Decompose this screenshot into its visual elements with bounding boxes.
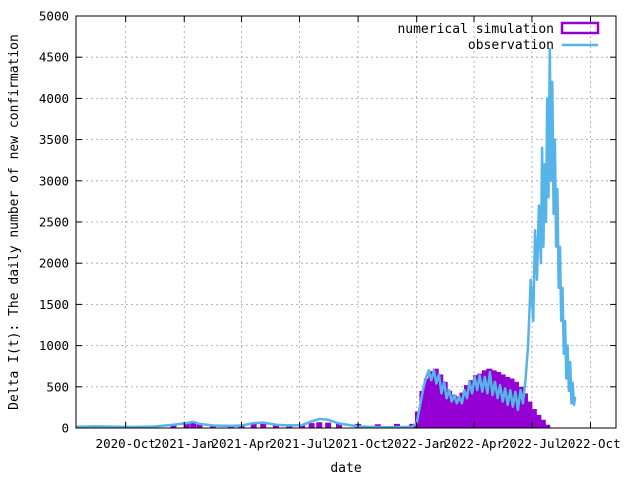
simulation-bar [526, 401, 533, 428]
y-axis-label: Delta I(t): The daily number of new conf… [7, 34, 22, 410]
simulation-bar [183, 423, 190, 428]
simulation-bar [423, 378, 430, 428]
x-axis-ticks: 2020-Oct2021-Jan2021-Apr2021-Jul2021-Oct… [96, 16, 621, 451]
simulation-bar [335, 423, 342, 428]
y-axis-ticks: 0 500 1000 1500 2000 2500 3000 3500 4000 4500 5000 [39, 9, 616, 436]
simulation-bar [459, 392, 466, 428]
x-axis-label: date [330, 461, 361, 476]
simulation-bar [481, 370, 488, 428]
simulation-bar [539, 419, 546, 428]
grid-lines [76, 16, 616, 428]
simulation-bar [441, 381, 448, 428]
simulation-bar [432, 368, 439, 428]
legend-simulation-swatch [560, 21, 600, 35]
simulation-bar [477, 373, 484, 428]
legend-observation-label: observation [468, 38, 554, 53]
simulation-bar [530, 409, 537, 428]
y-tick-label: 2500 [39, 215, 69, 230]
simulation-bar [455, 396, 462, 428]
x-tick-label: 2021-Apr [211, 436, 272, 451]
simulation-bar [468, 380, 475, 428]
simulation-bar [393, 423, 400, 428]
simulation-bar [450, 395, 457, 428]
x-tick-label: 2021-Jan [154, 436, 214, 451]
y-tick-label: 4500 [39, 50, 69, 65]
simulation-bar [325, 422, 332, 428]
simulation-bar [316, 422, 323, 428]
simulation-bar [308, 423, 315, 428]
simulation-bar [463, 385, 470, 428]
simulation-bar [196, 423, 203, 428]
y-tick-label: 500 [46, 379, 69, 394]
y-tick-label: 5000 [39, 9, 69, 24]
x-tick-label: 2022-Jul [502, 436, 562, 451]
y-tick-label: 1500 [39, 297, 69, 312]
legend-simulation-label: numerical simulation [397, 22, 554, 37]
x-tick-label: 2022-Jan [387, 436, 447, 451]
simulation-bar [170, 424, 177, 428]
x-tick-label: 2022-Apr [444, 436, 505, 451]
observation-line [75, 47, 577, 429]
x-tick-label: 2022-Oct [560, 436, 620, 451]
simulation-bar [521, 393, 528, 428]
simulation-bar [260, 423, 267, 428]
simulation-bar [446, 390, 453, 428]
simulation-bar [517, 386, 524, 428]
simulation-bar [190, 421, 197, 428]
simulation-bar [535, 414, 542, 428]
legend: numerical simulation observation [397, 21, 600, 53]
simulation-bar [272, 424, 279, 428]
y-tick-label: 2000 [39, 256, 69, 271]
x-tick-label: 2021-Oct [328, 436, 388, 451]
y-tick-label: 3500 [39, 132, 69, 147]
observation-series-line [75, 47, 577, 429]
x-tick-label: 2021-Jul [269, 436, 329, 451]
y-tick-label: 4000 [39, 91, 69, 106]
simulation-bar [495, 371, 502, 428]
x-tick-label: 2020-Oct [96, 436, 156, 451]
simulation-bar [428, 371, 435, 428]
simulation-bar [544, 424, 551, 428]
simulation-bar [437, 374, 444, 428]
simulation-bar [472, 375, 479, 428]
simulation-bar [250, 423, 257, 428]
simulation-bar [490, 370, 497, 428]
simulation-bar [419, 390, 426, 428]
simulation-bar [486, 368, 493, 428]
y-tick-label: 0 [61, 421, 69, 436]
y-tick-label: 1000 [39, 338, 69, 353]
y-tick-label: 3000 [39, 173, 69, 188]
